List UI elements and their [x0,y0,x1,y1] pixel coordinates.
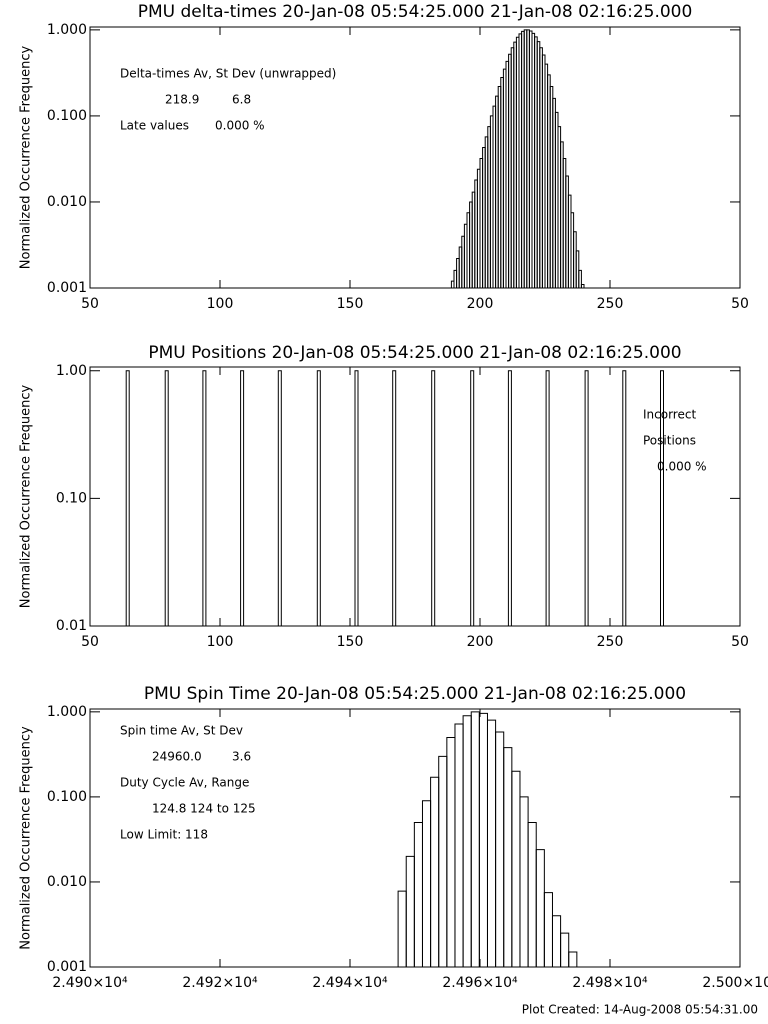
histogram-bin [543,892,553,967]
y-axis-label: Normalized Occurrence Frequency [19,45,34,269]
histogram-bin [397,890,407,967]
histogram-bin [495,731,505,967]
annotation: 6.8 [232,93,251,107]
y-tick-label: 0.001 [47,959,87,975]
spike [354,370,359,626]
annotation: 3.6 [232,750,251,764]
annotation: Low Limit: 118 [120,828,208,842]
spike [316,370,321,626]
histogram-bin [486,719,497,967]
plot-frame [89,366,741,627]
chart-title: PMU Positions 20-Jan-08 05:54:25.000 21-… [148,343,681,363]
histogram-bin [503,747,513,967]
y-tick-label: 0.01 [56,618,87,634]
histogram-bin [421,800,432,967]
histogram-bin [413,821,423,967]
histogram-bin [551,915,562,967]
histogram-bin [527,821,537,967]
x-tick-label: 2.494×10⁴ [312,975,388,991]
annotation: Spin time Av, St Dev [120,724,243,738]
histogram-bin [578,269,582,288]
annotation: Duty Cycle Av, Range [120,776,249,790]
x-tick-label: 50 [731,634,749,650]
x-tick-label: 2.492×10⁴ [182,975,258,991]
x-tick-label: 150 [337,296,364,312]
y-tick-label: 0.010 [47,194,87,210]
histogram-bin [535,849,545,967]
histogram-bin [511,770,521,967]
y-tick-label: 0.10 [56,490,87,506]
annotation: Delta-times Av, St Dev (unwrapped) [120,67,336,81]
annotation: 218.9 [165,93,199,107]
histogram-bin [462,715,472,967]
y-tick-label: 1.000 [47,704,87,720]
spike [392,370,397,626]
x-tick-label: 200 [467,634,494,650]
y-tick-label: 0.100 [47,789,87,805]
footer: Plot Created: 14-Aug-2008 05:54:31.00 [522,1003,758,1017]
x-tick-label: 2.500×10⁴ [702,975,768,991]
histogram-bin [446,736,456,967]
histogram-bin [575,250,580,288]
histogram-bin [430,776,440,967]
y-tick-label: 1.00 [56,363,87,379]
spike [622,370,627,626]
histogram-bin [560,932,570,967]
histogram-bin [454,723,464,967]
spike [277,370,282,626]
x-tick-label: 250 [597,634,624,650]
x-tick-label: 100 [207,634,234,650]
spike [164,370,169,626]
x-tick-label: 2.490×10⁴ [52,975,128,991]
spike [545,370,550,626]
spike [660,370,664,626]
y-axis-label: Normalized Occurrence Frequency [19,384,34,608]
plot-frame [89,26,741,289]
y-tick-label: 0.010 [47,874,87,890]
spike [507,370,512,626]
histogram-bin [438,755,448,967]
y-tick-label: 0.001 [47,280,87,296]
x-tick-label: 250 [597,296,624,312]
histogram-bin [478,712,488,967]
y-tick-label: 0.100 [47,108,87,124]
x-tick-label: 100 [207,296,234,312]
x-tick-label: 50 [81,634,99,650]
x-tick-label: 200 [467,296,494,312]
spike [240,370,245,626]
annotation: Late values [120,119,189,133]
annotation: 124.8 124 to 125 [152,802,256,816]
spike [202,370,207,626]
x-tick-label: 2.498×10⁴ [572,975,648,991]
plot-frame [89,708,741,968]
annotation: Incorrect [643,408,696,422]
y-tick-label: 1.000 [47,22,87,38]
spike [431,370,436,626]
spike [470,370,475,626]
x-tick-label: 150 [337,634,364,650]
x-tick-label: 50 [81,296,99,312]
chart-title: PMU delta-times 20-Jan-08 05:54:25.000 2… [138,2,693,22]
annotation: Positions [643,434,696,448]
x-tick-label: 50 [731,296,749,312]
y-axis-label: Normalized Occurrence Frequency [19,726,34,950]
histogram-bin [519,796,529,967]
chart-title: PMU Spin Time 20-Jan-08 05:54:25.000 21-… [144,684,686,704]
x-tick-label: 2.496×10⁴ [442,975,518,991]
histogram-bin [580,283,585,288]
histogram-bin [405,855,415,967]
spike [125,370,130,626]
annotation: 0.000 % [657,460,707,474]
spike [584,370,589,626]
annotation: 0.000 % [215,119,265,133]
histogram-bin [568,951,578,967]
annotation: 24960.0 [152,750,202,764]
histogram-bin [470,711,480,967]
